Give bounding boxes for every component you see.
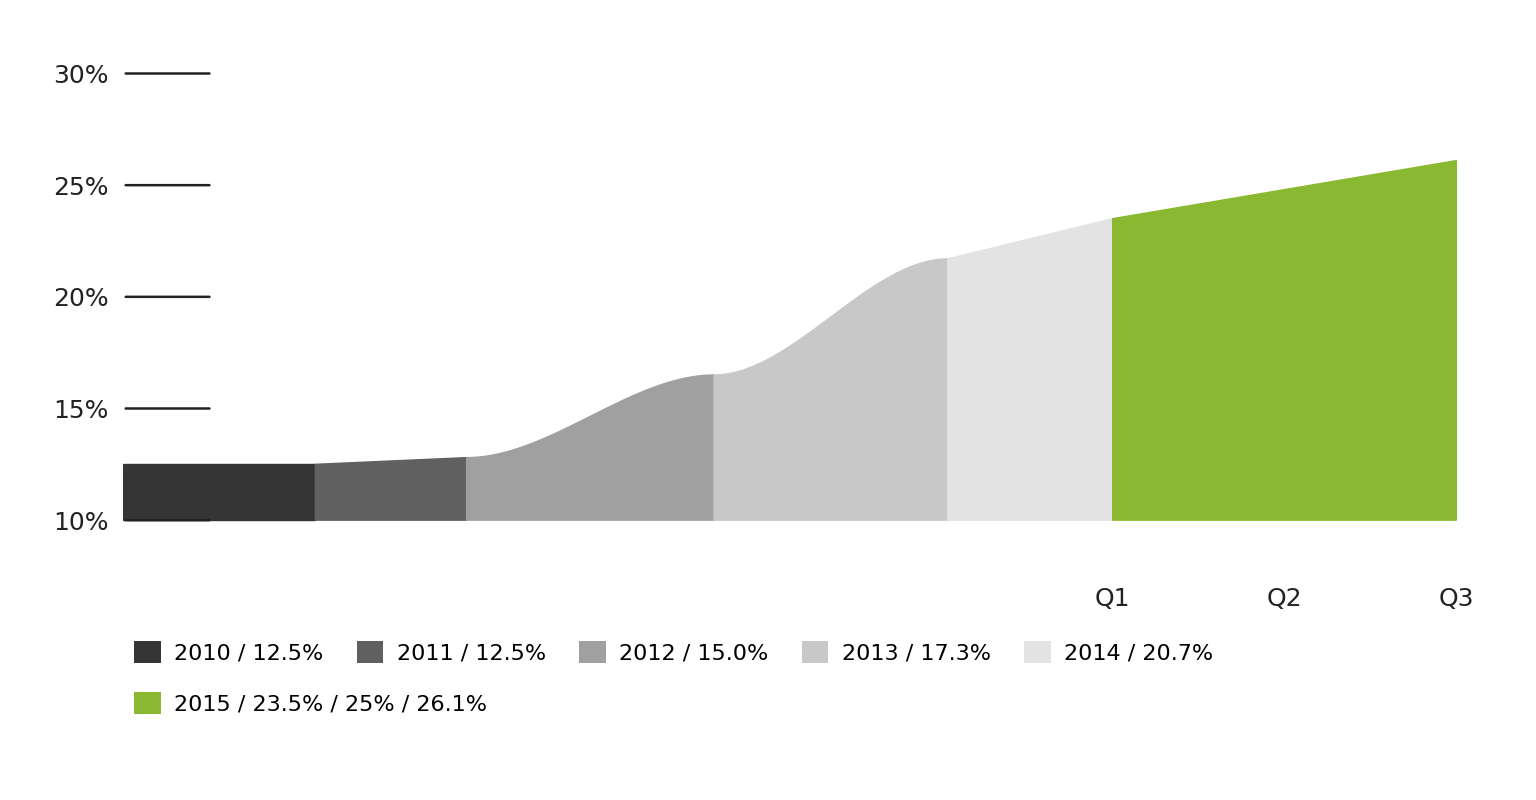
Legend: 2015 / 23.5% / 25% / 26.1%: 2015 / 23.5% / 25% / 26.1% bbox=[134, 692, 487, 714]
Polygon shape bbox=[714, 259, 948, 520]
Polygon shape bbox=[315, 458, 467, 520]
Polygon shape bbox=[948, 218, 1112, 520]
Polygon shape bbox=[467, 375, 714, 520]
Polygon shape bbox=[123, 464, 315, 520]
Polygon shape bbox=[1112, 161, 1456, 520]
